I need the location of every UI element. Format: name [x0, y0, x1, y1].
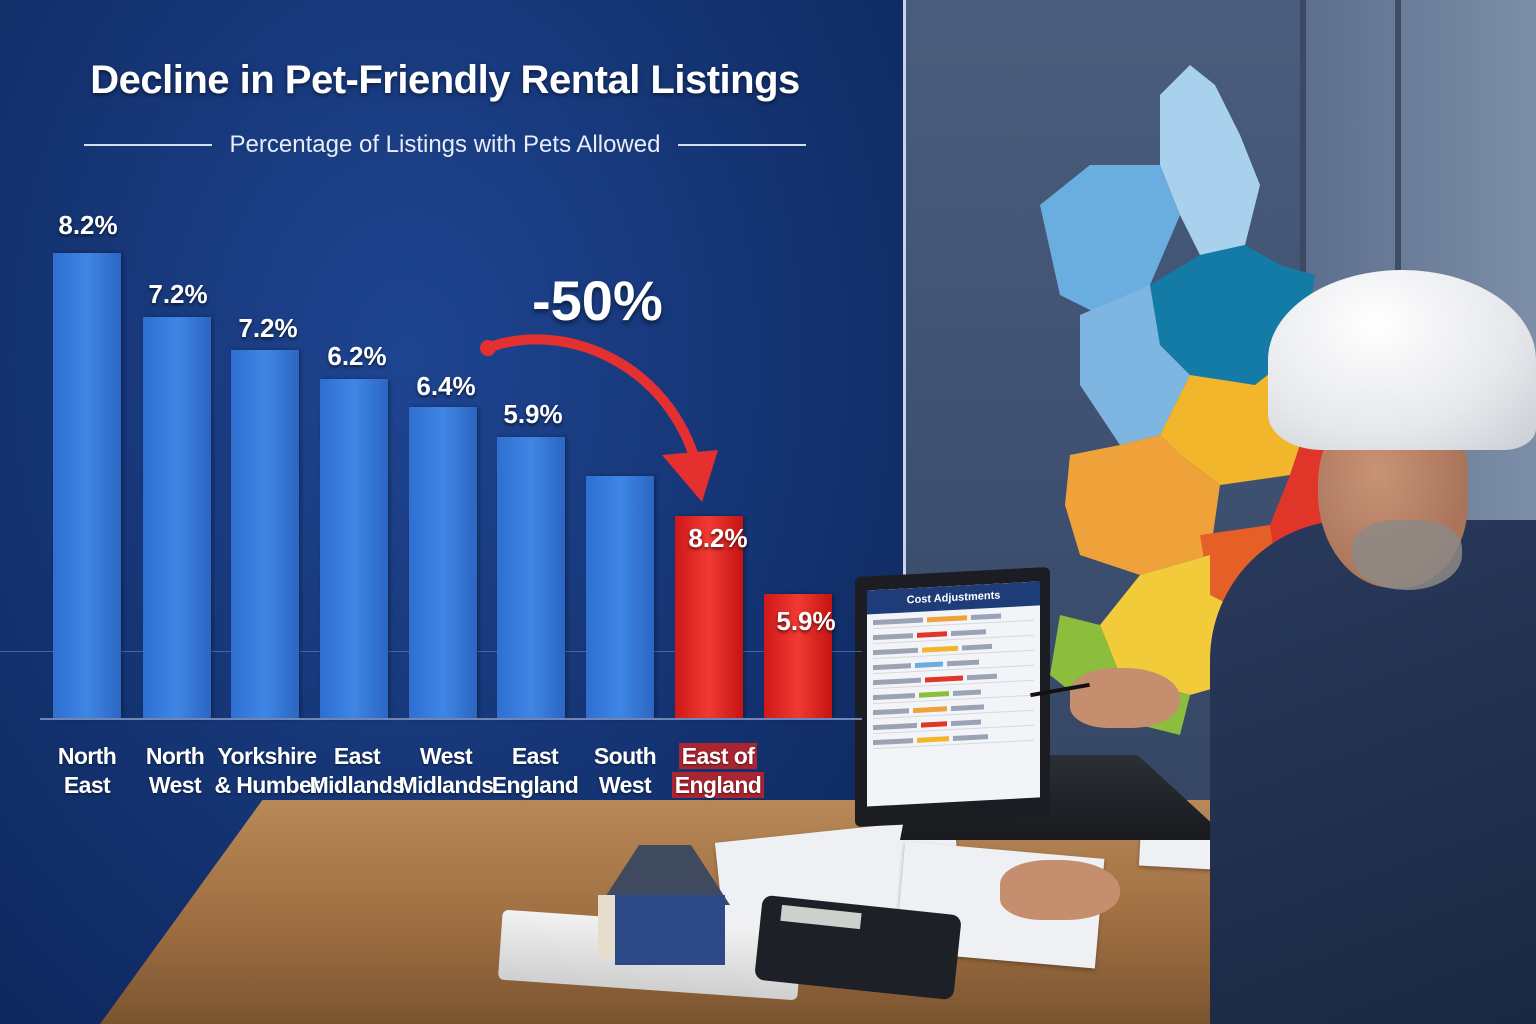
bar-value-east-midlands: 6.2%	[327, 341, 387, 371]
bar-value-north-east: 8.2%	[58, 210, 118, 240]
x-label-yorkshire-humber: Yorkshire & Humber	[212, 742, 322, 800]
x-label-line1: Yorkshire	[217, 743, 318, 769]
chart-subtitle-row: Percentage of Listings with Pets Allowed	[84, 128, 807, 162]
x-axis-line	[40, 718, 862, 720]
x-label-line2: East	[63, 772, 111, 798]
bar-yorkshire-humber	[231, 350, 299, 719]
decline-annotation: -50%	[532, 269, 663, 332]
bar-east-england	[497, 437, 565, 719]
x-label-line1: East	[511, 743, 559, 769]
x-label-text: England	[671, 772, 765, 798]
england-region-map	[1040, 65, 1390, 735]
decline-arrow-icon	[480, 334, 718, 502]
map-region-west-midlands	[1065, 435, 1220, 575]
x-label-east-of-england: East of England	[663, 742, 773, 800]
x-label-line1: East	[333, 743, 381, 769]
bar-west-midlands	[409, 407, 477, 719]
x-label-east-midlands: East Midlands	[302, 742, 412, 800]
x-label-line2: & Humber	[214, 772, 320, 798]
chart-subtitle: Percentage of Listings with Pets Allowed	[229, 131, 661, 158]
x-label-line1: West	[419, 743, 473, 769]
bar-value-east-england: 5.9%	[503, 399, 563, 429]
x-label-east-england: East England	[480, 742, 590, 800]
bar-extra-red	[764, 594, 832, 719]
x-label-north-west: North West	[120, 742, 230, 800]
bar-value-yorkshire-humber: 7.2%	[238, 313, 298, 343]
x-label-line2: West	[598, 772, 652, 798]
subtitle-rule-left	[84, 144, 212, 146]
x-label-line1: South	[593, 743, 657, 769]
x-label-line1: North	[57, 743, 117, 769]
laptop: Cost Adjustments	[855, 566, 1050, 828]
subtitle-rule-right	[678, 144, 807, 146]
bar-value-extra-red: 5.9%	[776, 606, 836, 636]
calculator-display	[780, 904, 862, 930]
house-model	[615, 895, 725, 965]
chart-title: Decline in Pet-Friendly Rental Listings	[90, 58, 800, 102]
map-region-north-west	[1040, 165, 1180, 315]
x-label-line1: East of	[663, 742, 773, 771]
x-label-line2: England	[663, 771, 773, 800]
person-hand-left	[1000, 860, 1120, 920]
person-jacket	[1210, 520, 1536, 1024]
bar-value-north-west: 7.2%	[148, 279, 208, 309]
bar-south-west	[586, 476, 654, 719]
x-label-west-midlands: West Midlands	[391, 742, 501, 800]
x-label-line2: Midlands	[309, 772, 405, 798]
map-region-north-east	[1160, 65, 1260, 255]
panel-divider	[903, 0, 906, 1024]
person-hand	[1070, 668, 1180, 728]
bar-north-west	[143, 317, 211, 719]
laptop-display: Cost Adjustments	[867, 581, 1040, 807]
map-region-lancashire	[1080, 285, 1190, 445]
bar-east-of-england	[675, 516, 743, 719]
x-label-line1: North	[145, 743, 205, 769]
x-label-line2: England	[491, 772, 579, 798]
person-beard	[1352, 520, 1462, 590]
x-label-north-east: North East	[32, 742, 142, 800]
x-label-south-west: South West	[570, 742, 680, 800]
bar-value-east-of-england: 8.2%	[688, 523, 748, 553]
x-label-line2: Midlands	[398, 772, 494, 798]
bar-north-east	[53, 253, 121, 719]
x-label-text: East of	[678, 743, 758, 769]
bar-east-midlands	[320, 379, 388, 719]
hard-hat	[1268, 270, 1536, 450]
x-label-line2: West	[148, 772, 202, 798]
bar-value-west-midlands: 6.4%	[416, 371, 476, 401]
